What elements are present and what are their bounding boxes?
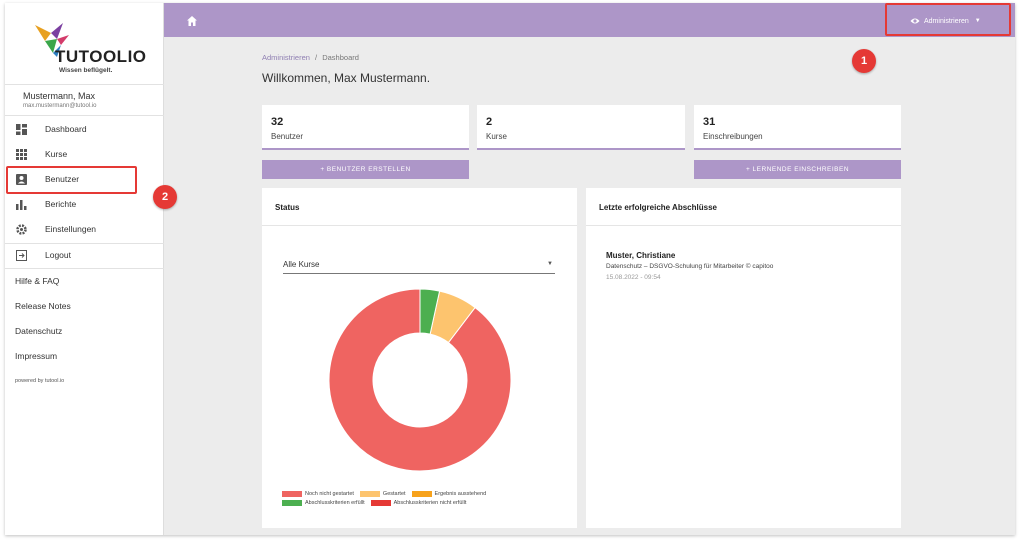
completion-date: 15.08.2022 - 09:54 [606,274,661,281]
stat-label: Einschreibungen [703,132,763,141]
divider [586,225,901,226]
divider [5,84,164,85]
highlight-box-administrieren [885,3,1011,36]
stat-label: Kurse [486,132,507,141]
legend-swatch [370,500,391,506]
stat-card-benutzer[interactable]: 32 Benutzer [262,105,469,150]
sidebar-item-label: Dashboard [45,124,87,134]
powered-by: powered by tutool.io [15,378,65,384]
legend-item[interactable]: Gestartet [359,491,406,497]
legend-item[interactable]: Ergebnis ausstehend [411,491,487,497]
hummingbird-logo-icon [35,23,69,57]
breadcrumb-separator: / [315,53,318,62]
legend-item[interactable]: Abschlusskriterien nicht erfüllt [370,500,467,506]
panel-title: Status [275,203,300,212]
gear-icon [15,223,27,235]
legend-label: Abschlusskriterien erfüllt [305,500,365,506]
breadcrumb: Administrieren / Dashboard [262,53,359,62]
donut-slice[interactable] [328,288,512,472]
stat-value: 32 [271,116,284,128]
sidebar-item-label: Berichte [45,199,77,209]
status-donut-chart [328,288,512,472]
course-select[interactable]: Alle Kurse ▼ [283,260,555,274]
sidebar-item-einstellungen[interactable]: Einstellungen [5,217,164,241]
legend-label: Noch nicht gestartet [305,491,354,497]
divider [5,115,164,116]
donut-slice[interactable] [419,288,441,335]
legend-swatch [359,491,380,497]
sidebar-item-label: Benutzer [45,174,80,184]
stat-card-kurse[interactable]: 2 Kurse [477,105,685,150]
legend-swatch [282,491,302,497]
stat-value: 31 [703,116,716,128]
bar-chart-icon [15,198,27,210]
sidebar-item-label: Logout [45,250,71,260]
stat-card-einschreibungen[interactable]: 31 Einschreibungen [694,105,901,150]
legend-label: Gestartet [382,491,406,497]
app-window: TUTOOLIO Wissen beflügelt. Mustermann, M… [5,3,1015,535]
stat-value: 2 [486,116,493,128]
administrieren-button[interactable]: Administrieren ▼ [910,12,1000,30]
top-bar: Administrieren ▼ [164,3,1015,37]
link-datenschutz[interactable]: Datenschutz [15,326,63,336]
divider [5,268,164,269]
status-panel: Status Alle Kurse ▼ Noch nicht gestartet… [262,188,577,528]
sidebar-item-logout[interactable]: Logout [5,243,164,267]
user-email: max.mustermann@tutool.io [23,103,97,109]
account-box-icon [15,173,27,185]
callout-badge-1: 1 [852,49,876,73]
dashboard-icon [15,123,27,135]
sidebar-item-label: Kurse [45,149,68,159]
logo[interactable]: TUTOOLIO Wissen beflügelt. [27,19,147,75]
link-impressum[interactable]: Impressum [15,351,58,361]
brand-tagline: Wissen beflügelt. [59,67,113,74]
sidebar-item-dashboard[interactable]: Dashboard [5,117,164,141]
stat-label: Benutzer [271,132,304,141]
course-select-value: Alle Kurse [283,260,320,269]
create-user-button[interactable]: + BENUTZER ERSTELLEN [262,160,469,179]
link-release-notes[interactable]: Release Notes [15,301,71,311]
callout-badge-2: 2 [153,185,177,209]
brand-name: TUTOOLIO [55,47,147,66]
highlight-box-benutzer [6,166,137,194]
legend-item[interactable]: Noch nicht gestartet [282,491,354,497]
completion-user-name[interactable]: Muster, Christiane [606,251,676,260]
divider [5,243,164,244]
logout-icon [15,249,27,261]
divider [262,225,577,226]
enroll-learners-button[interactable]: + LERNENDE EINSCHREIBEN [694,160,901,179]
caret-down-icon: ▼ [974,18,981,24]
sidebar: TUTOOLIO Wissen beflügelt. Mustermann, M… [5,3,164,535]
completion-course: Datenschutz – DSGVO-Schulung für Mitarbe… [606,263,774,270]
caret-down-icon: ▼ [547,261,553,267]
panel-title: Letzte erfolgreiche Abschlüsse [599,203,717,212]
chart-legend: Noch nicht gestartet Gestartet Ergebnis … [282,491,562,509]
breadcrumb-parent[interactable]: Administrieren [262,53,310,62]
breadcrumb-current: Dashboard [322,53,359,62]
administrieren-label: Administrieren [924,17,969,25]
legend-label: Abschlusskriterien nicht erfüllt [393,500,467,506]
link-help-faq[interactable]: Hilfe & FAQ [15,276,60,286]
legend-label: Ergebnis ausstehend [434,491,487,497]
sidebar-item-berichte[interactable]: Berichte [5,192,164,216]
grid-icon [15,148,27,160]
sidebar-item-label: Einstellungen [45,224,97,234]
home-icon[interactable] [186,14,198,26]
legend-item[interactable]: Abschlusskriterien erfüllt [282,500,365,506]
legend-swatch [282,500,302,506]
sidebar-item-benutzer[interactable]: Benutzer [5,167,164,191]
completions-panel: Letzte erfolgreiche Abschlüsse Muster, C… [586,188,901,528]
eye-icon [910,18,920,24]
sidebar-item-kurse[interactable]: Kurse [5,142,164,166]
page-title: Willkommen, Max Mustermann. [262,71,431,85]
legend-swatch [411,491,432,497]
user-name: Mustermann, Max [23,91,96,101]
